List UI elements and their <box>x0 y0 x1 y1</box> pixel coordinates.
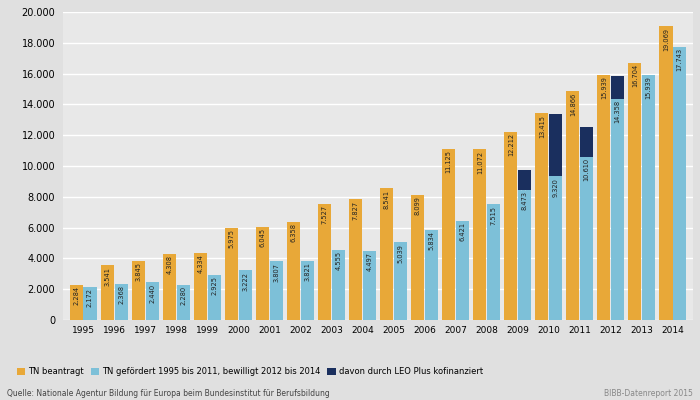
Text: 3.845: 3.845 <box>135 262 141 281</box>
Text: 2.284: 2.284 <box>74 286 79 305</box>
Text: 7.527: 7.527 <box>321 205 328 224</box>
Bar <box>549 176 562 320</box>
Bar <box>504 132 517 320</box>
Text: 4.308: 4.308 <box>167 255 172 274</box>
Bar <box>673 47 686 320</box>
Text: 1.918: 1.918 <box>584 131 589 152</box>
Text: 5.975: 5.975 <box>228 229 235 248</box>
Text: 8.473: 8.473 <box>522 191 528 210</box>
Bar <box>566 91 580 320</box>
Bar <box>101 266 114 320</box>
Bar <box>176 285 190 320</box>
Bar <box>411 195 424 320</box>
Text: 14.358: 14.358 <box>615 100 621 123</box>
Bar <box>518 190 531 320</box>
Bar <box>473 150 486 320</box>
Text: 13.415: 13.415 <box>539 115 545 138</box>
Bar <box>518 170 531 190</box>
Bar <box>270 261 283 320</box>
Bar <box>442 149 455 320</box>
Text: 11.125: 11.125 <box>446 150 452 173</box>
Text: 6.045: 6.045 <box>260 228 265 247</box>
Bar <box>580 157 593 320</box>
Text: 6.421: 6.421 <box>459 222 466 241</box>
Bar <box>83 286 97 320</box>
Bar <box>115 284 127 320</box>
Text: 4.555: 4.555 <box>335 251 342 270</box>
Bar <box>580 127 593 157</box>
Bar <box>394 242 407 320</box>
Bar <box>256 227 269 320</box>
Text: 3.541: 3.541 <box>104 267 111 286</box>
Bar <box>642 74 655 320</box>
Text: 3.821: 3.821 <box>304 262 310 281</box>
Text: Quelle: Nationale Agentur Bildung für Europa beim Bundesinstitut für Berufsbildu: Quelle: Nationale Agentur Bildung für Eu… <box>7 389 330 398</box>
Bar <box>549 114 562 176</box>
Bar <box>163 254 176 320</box>
Text: 1.269: 1.269 <box>522 169 528 190</box>
Text: 8.541: 8.541 <box>384 190 390 209</box>
Text: 4.497: 4.497 <box>366 252 372 271</box>
Text: 9.320: 9.320 <box>552 178 559 196</box>
Bar <box>208 275 220 320</box>
Bar <box>425 230 438 320</box>
Bar <box>597 74 610 320</box>
Text: 17.743: 17.743 <box>677 48 682 71</box>
Text: 16.704: 16.704 <box>632 64 638 87</box>
Text: 15.939: 15.939 <box>645 76 652 99</box>
Text: 5.834: 5.834 <box>428 231 435 250</box>
Text: 12.212: 12.212 <box>508 133 514 156</box>
Text: 2.280: 2.280 <box>180 286 186 305</box>
Bar <box>456 221 469 320</box>
Bar <box>349 200 362 320</box>
Text: 7.515: 7.515 <box>491 206 496 224</box>
Text: 11.072: 11.072 <box>477 151 483 174</box>
Text: 1.500: 1.500 <box>615 77 621 98</box>
Text: 5.039: 5.039 <box>398 244 403 262</box>
Bar <box>287 222 300 320</box>
Bar <box>611 76 624 99</box>
Legend: TN beantragt, TN gefördert 1995 bis 2011, bewilligt 2012 bis 2014, davon durch L: TN beantragt, TN gefördert 1995 bis 2011… <box>17 367 483 376</box>
Text: 3.222: 3.222 <box>242 272 248 291</box>
Bar <box>536 114 548 320</box>
Bar <box>239 270 252 320</box>
Text: 8.099: 8.099 <box>414 196 421 215</box>
Bar <box>332 250 345 320</box>
Bar <box>363 251 376 320</box>
Bar <box>146 282 159 320</box>
Text: 2.440: 2.440 <box>149 284 155 303</box>
Text: 19.069: 19.069 <box>663 28 669 50</box>
Bar <box>225 228 238 320</box>
Text: 2.172: 2.172 <box>87 288 93 307</box>
Bar <box>132 261 145 320</box>
Text: 15.939: 15.939 <box>601 76 607 99</box>
Bar <box>318 204 331 320</box>
Text: 3.807: 3.807 <box>273 263 279 282</box>
Bar <box>380 188 393 320</box>
Text: 4.038: 4.038 <box>552 135 559 156</box>
Bar <box>611 99 624 320</box>
Text: 4.334: 4.334 <box>197 254 204 273</box>
Text: 7.827: 7.827 <box>353 201 358 220</box>
Text: 6.358: 6.358 <box>290 223 297 242</box>
Text: BIBB-Datenreport 2015: BIBB-Datenreport 2015 <box>604 389 693 398</box>
Text: 10.610: 10.610 <box>584 158 589 181</box>
Bar <box>659 26 673 320</box>
Bar <box>487 204 500 320</box>
Text: 2.368: 2.368 <box>118 285 124 304</box>
Bar <box>194 253 207 320</box>
Text: 2.925: 2.925 <box>211 276 217 295</box>
Bar <box>70 285 83 320</box>
Bar <box>301 261 314 320</box>
Bar <box>629 63 641 320</box>
Text: 14.866: 14.866 <box>570 92 576 116</box>
